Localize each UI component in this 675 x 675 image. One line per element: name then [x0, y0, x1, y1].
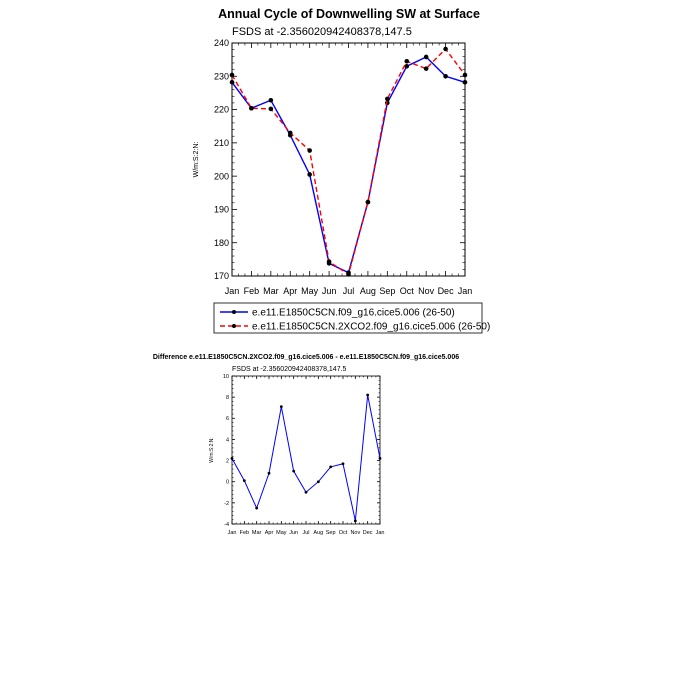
data-point — [326, 259, 332, 264]
y-tick-label: 230 — [214, 71, 229, 81]
data-point — [462, 79, 468, 85]
series-group — [230, 393, 382, 523]
x-tick-label: May — [301, 286, 319, 296]
x-tick-label: Jan — [376, 530, 385, 536]
x-tick-label: Oct — [400, 286, 415, 296]
x-tick-label: Jun — [322, 286, 337, 296]
y-tick-label: 10 — [223, 374, 229, 380]
difference-chart: Difference e.e11.E1850C5CN.2XCO2.f09_g16… — [153, 354, 459, 536]
data-point — [404, 64, 410, 69]
x-tick-label: Jan — [458, 286, 473, 296]
data-point — [242, 479, 246, 483]
data-point — [385, 96, 390, 102]
y-axis-label: W/m:S:2:N: — [209, 437, 215, 463]
series-line-0 — [231, 394, 381, 521]
series-line-1 — [231, 47, 466, 276]
x-tick-label: Sep — [379, 286, 395, 296]
legend-label-control: e.e11.E1850C5CN.f09_g16.cice5.006 (26-50… — [252, 308, 455, 319]
data-point — [307, 172, 312, 177]
legend-marker-control — [232, 310, 236, 314]
annual-cycle-chart: Annual Cycle of Downwelling SW at Surfac… — [193, 7, 490, 334]
data-point — [267, 471, 271, 475]
data-point — [229, 72, 235, 78]
data-point — [230, 457, 234, 460]
x-tick-label: May — [276, 530, 287, 536]
y-axis-label: W/m:S:2:N: — [193, 142, 200, 178]
chart-subtitle: FSDS at -2.356020942408378,147.5 — [232, 26, 412, 38]
data-point — [404, 59, 410, 64]
data-point — [329, 465, 333, 469]
x-tick-label: Nov — [418, 286, 435, 296]
x-tick-label: Feb — [240, 530, 249, 536]
data-point — [366, 393, 370, 397]
x-tick-label: Jun — [289, 530, 298, 536]
data-point — [443, 46, 448, 52]
y-tick-label: 220 — [214, 105, 229, 115]
series-group — [229, 46, 468, 277]
y-tick-label: 4 — [226, 437, 229, 443]
x-tick-label: Oct — [339, 530, 348, 536]
x-tick-label: Jan — [225, 286, 240, 296]
y-tick-label: 6 — [226, 416, 229, 422]
x-tick-label: Aug — [360, 286, 376, 296]
chart-subtitle: FSDS at -2.356020942408378,147.5 — [232, 366, 347, 373]
legend-marker-2xco2 — [232, 324, 236, 328]
legend-box — [213, 302, 483, 334]
x-tick-label: Apr — [283, 286, 297, 296]
data-point — [279, 405, 283, 409]
y-tick-label: 240 — [214, 38, 229, 48]
y-tick-label: 2 — [226, 458, 229, 464]
data-point — [423, 54, 429, 60]
y-tick-label: 190 — [214, 205, 229, 215]
data-point — [443, 73, 448, 79]
y-tick-label: 180 — [214, 238, 229, 248]
series-line-0 — [231, 56, 466, 274]
data-point — [268, 97, 274, 103]
data-point — [353, 519, 357, 523]
data-point — [249, 105, 254, 111]
data-point — [304, 490, 308, 494]
x-tick-label: Aug — [313, 530, 323, 536]
data-point — [307, 148, 312, 153]
y-tick-label: 200 — [214, 171, 229, 181]
data-point — [423, 66, 429, 71]
y-tick-label: -2 — [224, 501, 229, 507]
x-tick-label: Dec — [363, 530, 373, 536]
data-point — [378, 457, 382, 460]
y-tick-label: 210 — [214, 138, 229, 148]
data-point — [255, 506, 259, 510]
y-tick-label: 170 — [214, 271, 229, 281]
x-tick-label: Apr — [265, 530, 274, 536]
data-point — [287, 130, 293, 136]
y-tick-label: 0 — [226, 480, 229, 486]
data-point — [292, 469, 296, 473]
data-point — [462, 72, 468, 78]
x-tick-label: Sep — [326, 530, 336, 536]
data-point — [346, 272, 351, 277]
data-point — [316, 480, 320, 484]
legend-label-2xco2: e.e11.E1850C5CN.2XCO2.f09_g16.cice5.006 … — [252, 322, 490, 333]
x-tick-label: Nov — [350, 530, 360, 536]
x-tick-label: Mar — [252, 530, 262, 536]
plot-frame — [231, 42, 466, 277]
x-tick-label: Mar — [263, 286, 279, 296]
data-point — [341, 462, 345, 466]
data-point — [229, 79, 235, 85]
x-tick-label: Feb — [244, 286, 260, 296]
y-tick-label: -4 — [224, 522, 229, 528]
y-tick-label: 8 — [226, 395, 229, 401]
x-tick-label: Jul — [302, 530, 309, 536]
chart-title: Difference e.e11.E1850C5CN.2XCO2.f09_g16… — [153, 354, 459, 361]
chart-title: Annual Cycle of Downwelling SW at Surfac… — [218, 7, 480, 21]
x-tick-label: Dec — [438, 286, 455, 296]
data-point — [365, 199, 371, 205]
x-tick-label: Jul — [343, 286, 355, 296]
data-point — [268, 106, 274, 112]
x-tick-label: Jan — [228, 530, 237, 536]
